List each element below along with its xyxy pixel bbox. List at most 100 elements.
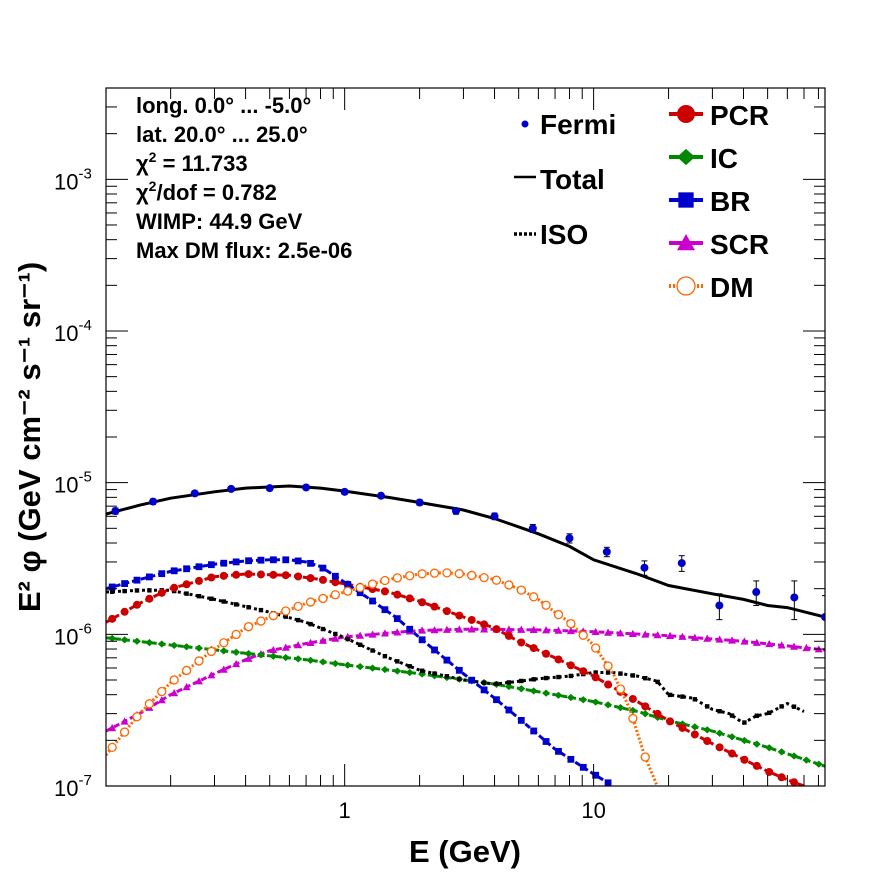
data-point [814, 760, 823, 768]
data-point [343, 586, 353, 596]
data-point [603, 661, 613, 671]
data-point [604, 680, 613, 689]
data-point [480, 625, 489, 633]
annotation-line: lat. 20.0° ... 25.0° [136, 122, 308, 147]
data-point [157, 696, 166, 704]
data-point [382, 653, 388, 659]
data-point [256, 570, 265, 579]
data-point [194, 644, 203, 652]
legend-label: Total [540, 164, 605, 195]
data-point [740, 736, 749, 745]
data-point [170, 641, 179, 650]
data-point [320, 626, 326, 632]
data-point [790, 752, 799, 760]
data-point [677, 105, 695, 123]
data-point [553, 609, 564, 620]
data-point [120, 636, 129, 644]
data-point [157, 588, 166, 597]
data-point [392, 573, 402, 583]
data-point [777, 773, 786, 782]
data-point [615, 684, 626, 694]
plot-frame [105, 87, 826, 787]
data-point [418, 636, 426, 644]
data-point [306, 574, 315, 583]
data-point [281, 653, 290, 662]
data-point [380, 587, 389, 596]
data-point [269, 645, 278, 654]
data-point [132, 637, 141, 645]
data-point [640, 752, 650, 762]
annotation-line: WIMP: 44.9 GeV [136, 209, 303, 234]
data-point [256, 651, 265, 659]
legend-label: BR [710, 186, 750, 217]
data-point [728, 636, 737, 644]
data-point [554, 655, 563, 664]
series-line [106, 571, 659, 786]
data-point [194, 656, 204, 666]
data-point [182, 643, 191, 651]
data-point [220, 559, 228, 567]
data-point [107, 742, 117, 753]
data-point [777, 748, 786, 756]
data-point [628, 694, 637, 703]
data-point [134, 588, 140, 593]
data-point [517, 625, 526, 633]
data-point [802, 756, 811, 764]
data-point [232, 558, 240, 566]
data-point [667, 692, 673, 698]
data-point [356, 631, 365, 639]
data-point [158, 570, 166, 578]
data-point [132, 600, 141, 609]
data-point [777, 641, 786, 649]
series-layer [106, 483, 825, 786]
data-point [504, 580, 514, 590]
data-point [340, 487, 349, 496]
data-point [455, 625, 464, 633]
data-point [543, 675, 549, 681]
data-point [265, 484, 274, 493]
data-point [196, 593, 202, 599]
data-point [319, 564, 327, 572]
data-point [157, 640, 166, 648]
data-point [318, 658, 327, 666]
data-point [294, 572, 303, 581]
data-point [504, 631, 513, 640]
data-point [666, 717, 675, 726]
data-point [294, 655, 303, 663]
data-point [556, 674, 561, 680]
data-point [305, 597, 316, 607]
data-point [393, 628, 402, 636]
data-point [640, 563, 649, 572]
data-point [505, 706, 513, 714]
data-point [591, 643, 601, 653]
data-point [542, 626, 551, 634]
data-point [491, 575, 502, 585]
data-point [715, 743, 724, 752]
data-point [579, 667, 588, 676]
data-point [269, 556, 277, 564]
data-point [517, 717, 525, 724]
data-point [380, 575, 390, 586]
data-point [602, 547, 611, 556]
legend-item-ic: IC [669, 143, 738, 174]
data-point [529, 625, 538, 634]
data-point [481, 680, 487, 685]
data-point [740, 755, 749, 764]
data-point [244, 649, 253, 658]
data-point [418, 598, 427, 607]
data-point [368, 664, 377, 672]
data-point [567, 755, 575, 763]
data-point [331, 578, 340, 587]
data-point [381, 606, 389, 614]
data-point [219, 571, 228, 580]
data-point [480, 686, 488, 694]
data-point [678, 723, 687, 732]
data-point [554, 691, 563, 699]
data-point [149, 497, 158, 506]
data-point [542, 689, 551, 697]
data-point [653, 709, 662, 718]
legend-item-total: Total [514, 164, 605, 195]
data-point [393, 615, 401, 623]
data-point [318, 636, 327, 644]
